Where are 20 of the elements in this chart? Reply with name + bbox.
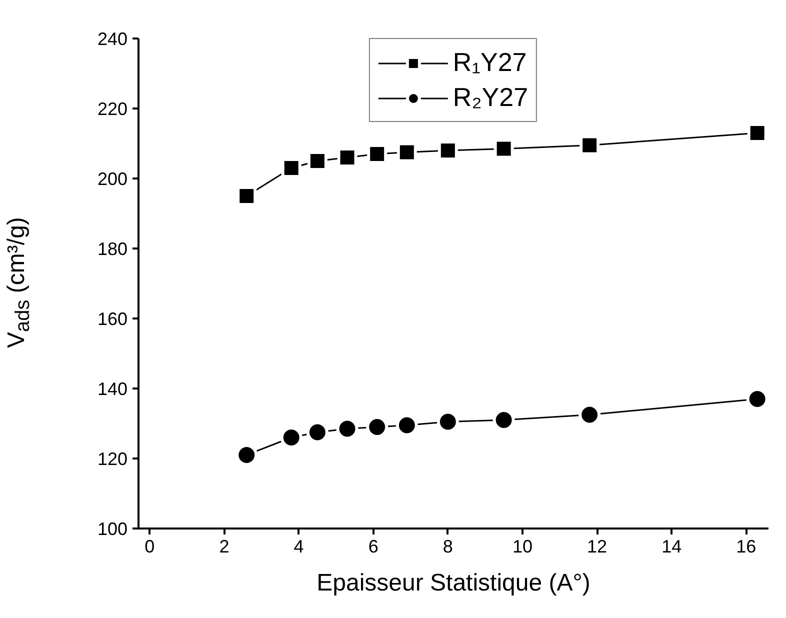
x-tick-label: 0 — [144, 536, 155, 556]
legend-label: R₁Y27 — [452, 47, 527, 78]
x-tick-label: 14 — [662, 536, 682, 556]
x-tick-label: 2 — [219, 536, 230, 556]
y-tick-label: 220 — [97, 99, 128, 119]
y-tick-label: 120 — [97, 449, 128, 469]
x-tick-label: 4 — [294, 536, 304, 556]
y-tick-label: 240 — [97, 29, 128, 49]
x-tick-label: 12 — [587, 536, 608, 556]
x-tick-label: 6 — [368, 536, 378, 556]
y-tick-label: 180 — [97, 239, 128, 259]
x-axis-title: Epaisseur Statistique (A°) — [316, 570, 590, 596]
y-tick-label: 140 — [97, 379, 128, 399]
y-tick-label: 200 — [97, 169, 128, 189]
x-tick-label: 10 — [512, 536, 532, 556]
x-tick-label: 8 — [442, 536, 453, 556]
x-tick-label: 16 — [736, 536, 756, 556]
y-tick-label: 160 — [97, 309, 128, 329]
y-tick-label: 100 — [97, 519, 128, 539]
legend-label: R₂Y27 — [452, 82, 528, 113]
